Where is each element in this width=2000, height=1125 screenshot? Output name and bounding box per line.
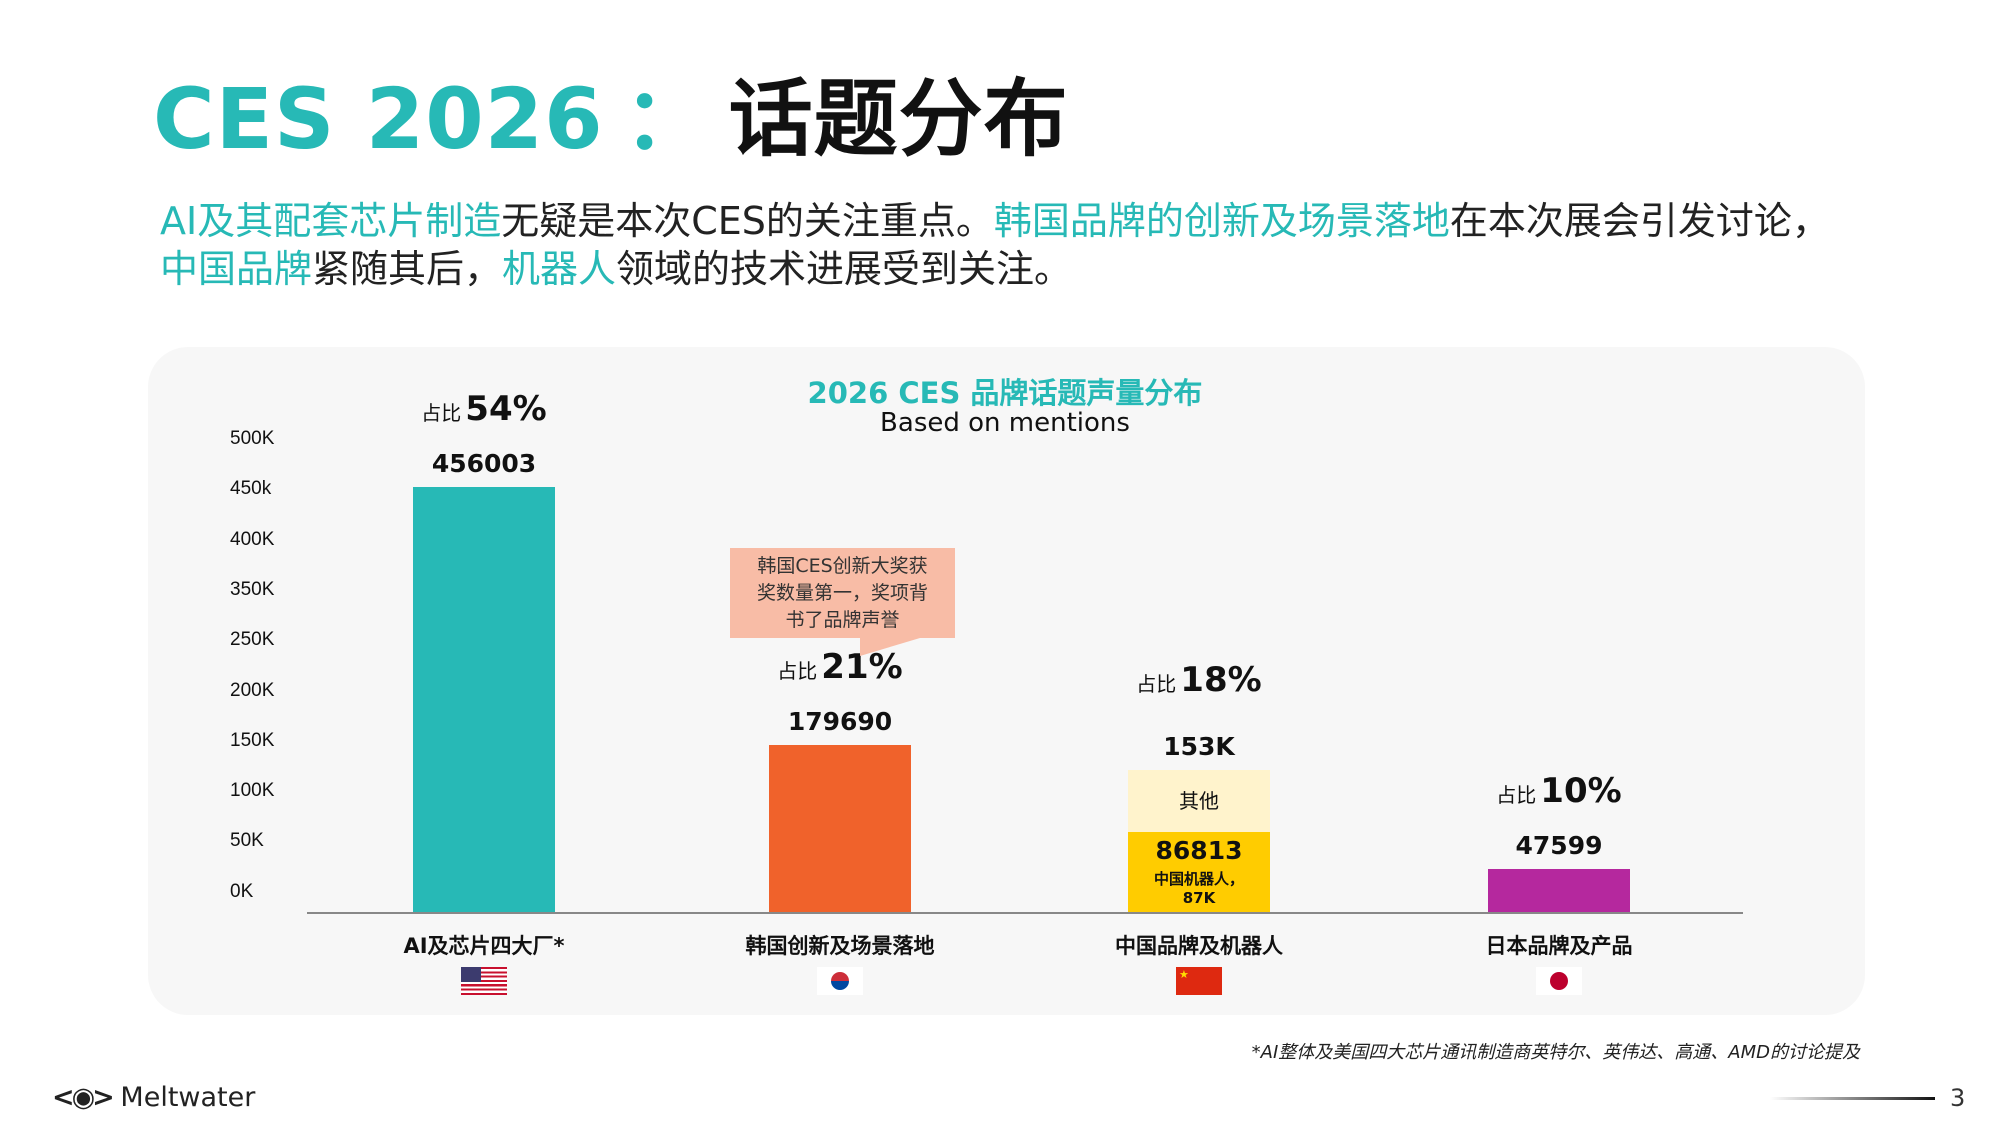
bar-value-label: 47599 <box>1515 830 1603 860</box>
bar-value-label: 456003 <box>431 449 537 479</box>
chart-title: 2026 CES 品牌话题声量分布 <box>807 376 1203 410</box>
y-tick-label: 200K <box>230 679 275 701</box>
share-value: 54% <box>465 389 547 430</box>
meltwater-logo-icon: <◉> <box>52 1082 115 1113</box>
share-label: 占比 54% <box>421 389 546 429</box>
meltwater-logo: <◉> Meltwater <box>52 1082 256 1113</box>
share-label: 占比 10% <box>1496 771 1621 811</box>
share-value: 18% <box>1180 660 1262 701</box>
flag-japan-flag-icon <box>1536 967 1582 995</box>
segment-name-label: 87K <box>1182 888 1216 907</box>
summary-segment: 韩国品牌的创新及场景落地 <box>993 199 1450 243</box>
share-prefix: 占比 <box>777 659 818 684</box>
share-prefix: 占比 <box>421 401 462 426</box>
page-number: 3 <box>1950 1084 1966 1112</box>
summary-segment: 中国品牌 <box>160 247 313 291</box>
segment-value-label: 86813 <box>1155 835 1243 865</box>
summary-segment: AI及其配套芯片制造 <box>160 199 502 243</box>
category-label: 中国品牌及机器人 <box>1115 934 1283 958</box>
chart-card <box>148 347 1865 1015</box>
summary-segment: 紧随其后， <box>312 247 503 291</box>
y-tick-label: 100K <box>230 780 275 802</box>
summary-segment: 领域的技术进展受到关注。 <box>616 247 1073 291</box>
y-tick-label: 50K <box>230 830 264 852</box>
summary-segment: 机器人 <box>502 247 617 291</box>
x-axis-line <box>307 912 1743 914</box>
bar-segment <box>1128 831 1270 913</box>
page-title: CES 2026：话题分布 <box>153 70 1069 168</box>
share-prefix: 占比 <box>1496 782 1537 807</box>
callout-annotation: 韩国CES创新大奖获 奖数量第一，奖项背 书了品牌声誉 <box>730 548 955 656</box>
y-tick-label: 450k <box>230 478 272 500</box>
bar <box>413 487 555 913</box>
flag-korea-flag-icon <box>817 967 863 995</box>
flag-china-flag-icon: ★ <box>1176 967 1222 995</box>
summary-segment: 在本次展会引发讨论， <box>1449 199 1830 243</box>
y-tick-label: 350K <box>230 578 275 600</box>
share-label: 占比 18% <box>1136 660 1261 700</box>
category-label: 韩国创新及场景落地 <box>745 934 935 958</box>
share-prefix: 占比 <box>1136 672 1177 697</box>
bar-segment <box>1128 770 1270 832</box>
share-value: 10% <box>1540 770 1622 811</box>
summary-line-2: 中国品牌紧随其后，机器人领域的技术进展受到关注。 <box>160 238 1072 293</box>
segment-name-label: 其他 <box>1179 789 1219 814</box>
summary-segment: 无疑是本次CES的关注重点。 <box>501 199 994 243</box>
footnote: *AI整体及美国四大芯片通讯制造商英特尔、英伟达、高通、AMD的讨论提及 <box>1251 1042 1860 1063</box>
y-tick-label: 150K <box>230 729 275 751</box>
category-label: 日本品牌及产品 <box>1485 934 1633 958</box>
bar-value-label: 153K <box>1163 732 1235 762</box>
bar <box>1488 868 1630 913</box>
flag-us-flag-icon <box>461 967 507 995</box>
bar <box>769 745 911 913</box>
footer-line <box>1770 1097 1935 1100</box>
y-tick-label: 500K <box>230 428 275 449</box>
summary-line-1: AI及其配套芯片制造无疑是本次CES的关注重点。韩国品牌的创新及场景落地在本次展… <box>160 190 1830 245</box>
y-tick-label: 0K <box>230 880 254 902</box>
segment-name-label: 中国机器人， <box>1153 869 1245 888</box>
bar-value-label: 179690 <box>787 707 893 737</box>
category-label: AI及芯片四大厂* <box>403 934 565 958</box>
y-tick-label: 250K <box>230 629 275 651</box>
chart-subtitle: Based on mentions <box>880 408 1130 438</box>
y-tick-label: 400K <box>230 528 275 550</box>
